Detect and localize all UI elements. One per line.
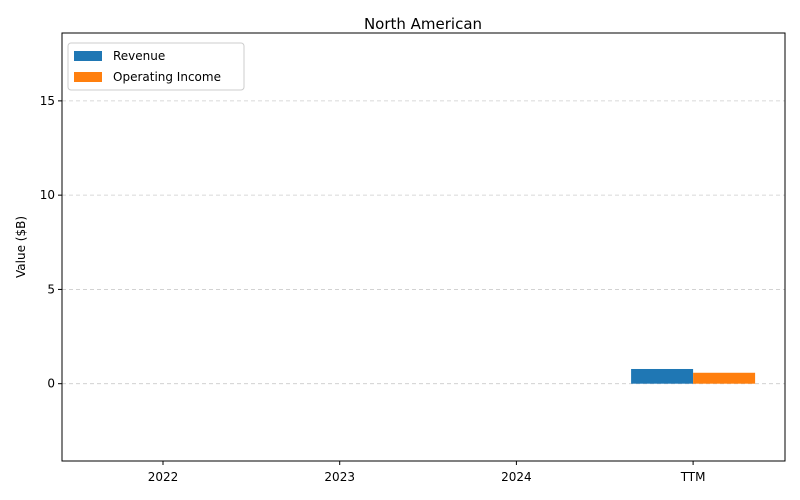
- x-tick-label: 2023: [324, 470, 355, 484]
- x-tick-label: TTM: [680, 470, 706, 484]
- bar-revenue: [631, 368, 694, 384]
- legend-swatch: [74, 72, 102, 82]
- legend-label: Operating Income: [113, 70, 221, 84]
- y-tick-label: 15: [40, 94, 55, 108]
- y-tick-label: 10: [40, 188, 55, 202]
- legend-swatch: [74, 51, 102, 61]
- x-tick-label: 2022: [148, 470, 179, 484]
- y-tick-label: 0: [47, 377, 55, 391]
- legend: Revenue Operating Income: [67, 42, 245, 91]
- x-axis-ticks: 2022 2023 2024 TTM: [148, 461, 706, 484]
- y-axis-ticks: 0 5 10 15: [40, 94, 62, 391]
- plot-frame: [61, 32, 786, 462]
- chart-title: North American: [364, 15, 482, 33]
- legend-label: Revenue: [113, 49, 165, 63]
- x-tick-label: 2024: [501, 470, 532, 484]
- grid-lines: [62, 100, 785, 385]
- bars: [631, 368, 756, 384]
- y-tick-label: 5: [47, 282, 55, 296]
- bar-operating-income: [693, 372, 756, 384]
- legend-box: [67, 42, 245, 91]
- y-axis-title: Value ($B): [14, 216, 28, 278]
